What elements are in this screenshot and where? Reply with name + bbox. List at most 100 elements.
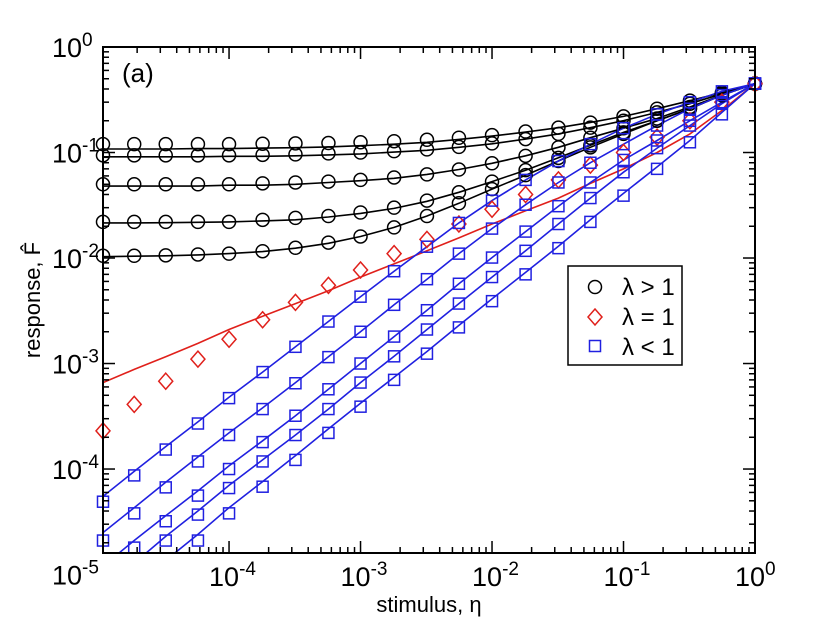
data-point-circle — [255, 212, 270, 228]
data-point-diamond — [517, 185, 534, 204]
data-point-square — [191, 534, 205, 547]
data-point-circle — [353, 172, 368, 188]
data-point-square — [322, 426, 335, 440]
data-point-circle — [288, 240, 303, 256]
data-point-circle — [419, 193, 435, 208]
legend-circle-marker — [587, 279, 603, 295]
data-point-square — [485, 194, 499, 207]
data-point-square — [354, 376, 367, 389]
data-point-circle — [386, 143, 402, 159]
data-point-square — [617, 189, 630, 202]
data-point-circle — [255, 147, 270, 163]
data-point-square — [683, 102, 697, 115]
data-point-square — [256, 480, 269, 493]
fit-line-circle-2 — [103, 82, 755, 187]
data-point-square — [584, 176, 597, 189]
data-point-diamond — [418, 230, 435, 249]
data-point-diamond — [254, 310, 271, 329]
data-point-square — [222, 391, 236, 405]
data-point-square — [617, 165, 630, 179]
data-point-square — [420, 347, 434, 360]
fit-line-square-3 — [144, 82, 755, 553]
data-point-circle — [419, 167, 435, 182]
data-point-square — [617, 153, 630, 167]
x-tick-labels: 10-4 10-3 10-2 10-1 100 — [209, 559, 776, 592]
data-point-diamond — [352, 260, 369, 280]
data-point-square — [354, 400, 367, 413]
fit-line-square-4 — [173, 82, 755, 553]
data-point-circle — [386, 133, 402, 149]
y-tick-label: 10-1 — [52, 136, 99, 169]
data-point-square — [387, 350, 401, 363]
data-point-square — [485, 294, 499, 308]
data-point-diamond — [157, 372, 174, 391]
data-point-circle — [158, 136, 173, 152]
data-point-square — [452, 297, 466, 310]
data-point-circle — [451, 185, 467, 200]
data-point-circle — [649, 101, 665, 116]
fit-line-circle-1 — [103, 82, 755, 158]
data-point-square — [191, 455, 205, 468]
x-tick-label-base: 10 — [472, 562, 502, 592]
data-point-square — [289, 377, 302, 390]
x-tick-label-base: 10 — [604, 562, 634, 592]
data-point-square — [650, 119, 664, 132]
data-point-circle — [126, 248, 142, 264]
legend-entry-lt1: λ < 1 — [588, 334, 675, 361]
data-point-circle — [190, 177, 206, 192]
data-point-circle — [451, 130, 467, 145]
fit-lines — [103, 82, 755, 553]
data-point-square — [683, 119, 697, 132]
data-point-square — [387, 264, 401, 278]
data-point-diamond — [450, 214, 467, 234]
data-point-circle — [451, 139, 467, 155]
data-point-circle — [451, 162, 467, 177]
data-point-circle — [321, 146, 336, 161]
data-point-square — [584, 215, 597, 229]
data-point-diamond — [189, 350, 206, 369]
data-point-circle — [419, 132, 435, 148]
x-tick-label-base: 10 — [341, 562, 371, 592]
data-point-circle — [714, 87, 730, 103]
data-point-circle — [451, 196, 467, 211]
x-tick-label: 100 — [735, 559, 776, 592]
data-point-circle — [484, 174, 500, 189]
legend-square-marker — [588, 339, 602, 353]
data-point-circle — [419, 208, 435, 224]
data-point-square — [289, 340, 302, 354]
fit-line-diamond-0 — [103, 82, 755, 384]
data-point-circle — [126, 136, 142, 152]
data-point-circle — [551, 153, 566, 169]
data-point-square — [387, 298, 401, 312]
data-point-square — [354, 290, 367, 303]
data-point-square — [222, 462, 236, 476]
legend-label-lt1: λ < 1 — [622, 334, 675, 361]
data-point-circle — [255, 176, 270, 191]
data-point-square — [289, 409, 302, 422]
data-point-circle — [518, 124, 533, 139]
data-point-square — [617, 137, 630, 151]
x-axis-label: stimulus, η — [376, 592, 481, 617]
data-point-circle — [190, 214, 206, 230]
data-point-square — [322, 315, 335, 328]
data-point-circle — [583, 130, 598, 145]
data-point-square — [322, 402, 335, 416]
data-point-circle — [649, 105, 665, 120]
axis-ticks — [103, 46, 756, 553]
data-point-circle — [158, 148, 173, 163]
data-point-square — [420, 240, 434, 253]
data-point-circle — [518, 131, 533, 147]
data-point-square — [584, 156, 597, 169]
data-point-diamond — [681, 111, 698, 130]
data-point-square — [256, 365, 269, 379]
legend-label-gt1: λ > 1 — [622, 274, 675, 301]
data-point-square — [159, 481, 172, 494]
data-point-square — [222, 428, 236, 442]
data-point-square — [452, 247, 466, 260]
data-point-circle — [190, 136, 206, 152]
data-point-circle — [288, 147, 303, 162]
data-point-circle — [518, 167, 533, 183]
x-tick-label: 10-2 — [472, 559, 519, 592]
